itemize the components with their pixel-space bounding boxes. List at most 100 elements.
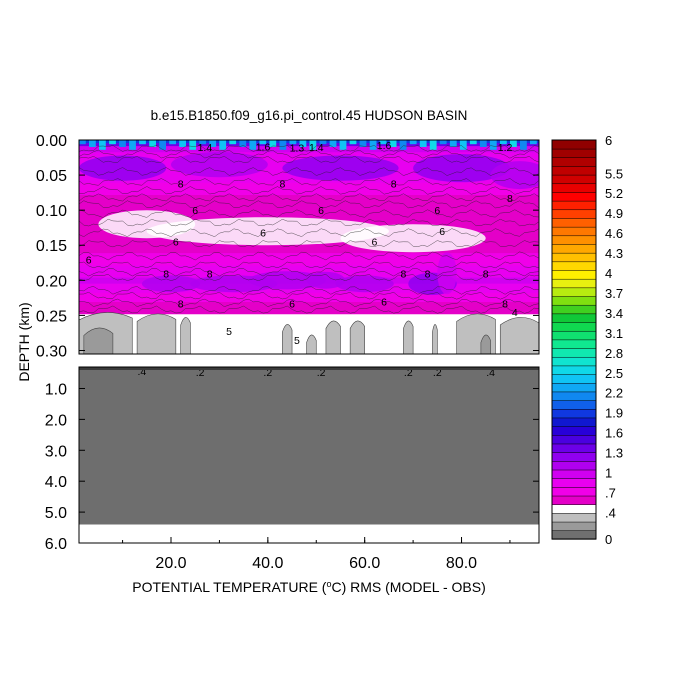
contour-blob (79, 155, 167, 181)
contour-label: .2 (317, 367, 326, 379)
depth-band (79, 295, 539, 300)
depth-band (79, 207, 539, 211)
depth-band (79, 317, 539, 321)
surface-contour-segment (109, 140, 116, 145)
colorbar-tick-label: 4.9 (605, 206, 623, 221)
colorbar-box (551, 530, 597, 540)
surface-contour-segment (159, 140, 166, 150)
depth-band (79, 256, 539, 260)
contour-blob (437, 252, 457, 295)
contour-label: 6 (434, 205, 440, 217)
contour-label: 6 (260, 228, 266, 240)
colorbar-tick-label: 2.5 (605, 366, 623, 381)
surface-contour-segment (249, 140, 257, 150)
colorbar-tick-label: .4 (605, 505, 616, 520)
contour-blob (490, 161, 539, 190)
colorbar-box (551, 512, 597, 523)
surface-contour-segment (510, 140, 517, 147)
colorbar-box (551, 217, 597, 228)
depth-band (79, 195, 539, 199)
depth-band (79, 314, 539, 318)
contour-label: 6 (173, 237, 179, 249)
colorbar-box (551, 469, 597, 479)
colorbar-box (551, 226, 597, 237)
contour-label: 1.6 (377, 140, 392, 152)
depth-band (79, 305, 539, 309)
x-axis-label-tail: C) RMS (MODEL - OBS) (331, 579, 485, 595)
y-tick-label: 0.10 (36, 203, 67, 220)
colorbar-labels: 6 5.5 5.2 4.9 4.6 4.3 4 3.7 3.4 3.1 2.8 2.5 2.2 1.9 1.… (605, 133, 623, 547)
contour-label: 8 (391, 179, 397, 191)
contour-line (79, 305, 539, 314)
surface-contour-segment (329, 140, 337, 147)
contour-label: 6 (318, 205, 324, 217)
colorbar-box (551, 495, 597, 505)
contour-blob (306, 271, 346, 289)
colorbar-box (551, 382, 597, 393)
surface-contour-segment (129, 140, 136, 150)
colorbar: 6 5.5 5.2 4.9 4.6 4.3 4 3.7 3.4 3.1 2.8 2.5 2.2 1.9 1.… (551, 133, 623, 547)
colorbar-tick-label: 5.5 (605, 166, 623, 181)
colorbar-tick-label: 2.8 (605, 346, 623, 361)
surface-contour-segment (179, 140, 186, 147)
contour-blob (282, 155, 399, 181)
surface-contour-segment (389, 140, 397, 147)
depth-band (79, 188, 539, 193)
colorbar-tick-label: 4.3 (605, 246, 623, 261)
contour-line (79, 193, 539, 202)
colorbar-box (551, 434, 597, 445)
contour-line (79, 274, 539, 282)
colorbar-box (551, 148, 597, 158)
y-tick-label: 4.0 (45, 474, 67, 491)
colorbar-box (551, 139, 597, 150)
colorbar-box (551, 278, 597, 289)
low-value-region (480, 334, 491, 354)
colorbar-box (551, 252, 597, 263)
depth-band (79, 329, 539, 334)
contour-line (79, 149, 539, 159)
lower-panel: .2 .2 .2 .2 .2 .4 .4 1.0 2.0 3.0 4.0 5.0 6.0 (45, 366, 540, 553)
surface-contour-segment (229, 140, 237, 145)
depth-band (79, 253, 539, 257)
colorbar-frame (551, 139, 597, 540)
x-tick-label: 80.0 (446, 555, 477, 572)
surface-contour-segment (149, 140, 156, 147)
depth-band (79, 289, 539, 294)
colorbar-box (551, 321, 597, 332)
contour-line (79, 228, 539, 237)
contour-label: .2 (196, 367, 205, 379)
surface-contour-segment (500, 140, 507, 145)
low-value-region (325, 320, 341, 354)
low-value-region (403, 320, 414, 354)
contour-label: 6 (289, 299, 295, 311)
upper-panel-frame (78, 139, 540, 355)
contour-label: 8 (178, 299, 184, 311)
contour-label: 6 (381, 296, 387, 308)
colorbar-box (551, 183, 597, 193)
colorbar-box (551, 235, 597, 245)
surface-contour-segment (429, 140, 437, 150)
colorbar-box (551, 347, 597, 358)
contour-label: 1.4 (198, 142, 213, 154)
contour-blob (146, 217, 389, 246)
x-axis: 20.0 40.0 60.0 80.0 (122, 537, 511, 572)
colorbar-tick-label: 3.1 (605, 326, 623, 341)
contour-label: 8 (507, 193, 513, 205)
contour-label: .2 (263, 367, 272, 379)
depth-band (79, 182, 539, 187)
contour-label: 5 (226, 326, 232, 338)
colorbar-box (551, 443, 597, 453)
y-tick-label: 0.00 (36, 133, 67, 150)
depth-band (79, 243, 539, 248)
colorbar-box (551, 287, 597, 297)
depth-band (79, 204, 539, 208)
colorbar-tick-label: 2.2 (605, 386, 623, 401)
contour-label: 1.3 (290, 143, 305, 155)
y-tick-label: 0.05 (36, 168, 67, 185)
x-tick-label: 60.0 (349, 555, 380, 572)
y-axis-label: DEPTH (km) (16, 302, 32, 381)
depth-band (79, 198, 539, 202)
contour-line (79, 218, 539, 227)
y-tick-label: 2.0 (45, 412, 67, 429)
colorbar-tick-label: 5.2 (605, 186, 623, 201)
